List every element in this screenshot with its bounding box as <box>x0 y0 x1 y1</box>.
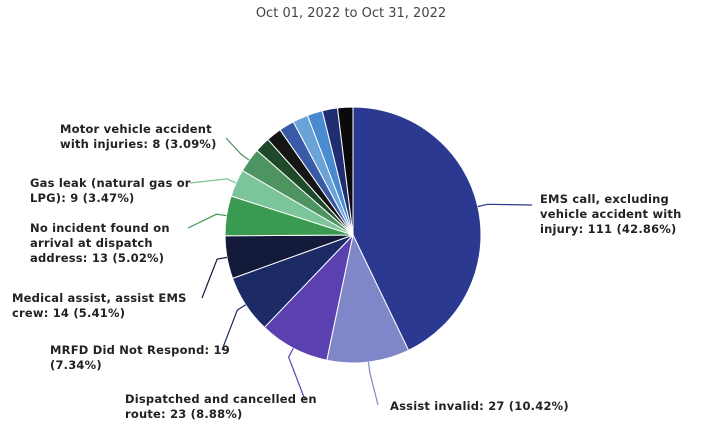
slice-label: Medical assist, assist EMS crew: 14 (5.4… <box>12 291 197 321</box>
slice-label: MRFD Did Not Respond: 19 (7.34%) <box>50 343 230 373</box>
leader-line <box>367 361 379 406</box>
slice-label: No incident found on arrival at dispatch… <box>30 221 200 266</box>
value-label: 111 (42.86%) <box>587 222 677 236</box>
pie-slice <box>352 106 482 351</box>
leader-line <box>221 304 246 351</box>
category-label: No incident found on arrival at dispatch… <box>30 221 170 265</box>
category-label: Gas leak (natural gas or LPG): <box>30 176 191 205</box>
slice-label: Assist invalid: 27 (10.42%) <box>390 399 610 414</box>
chart-title: Oct 01, 2022 to Oct 31, 2022 <box>255 6 447 21</box>
category-label: EMS call, excluding vehicle accident wit… <box>540 192 682 236</box>
value-label: 14 (5.41%) <box>52 306 126 320</box>
leader-line <box>189 178 237 184</box>
leader-line <box>187 213 227 229</box>
category-label: Motor vehicle accident with injuries: <box>60 122 212 151</box>
slice-label: Gas leak (natural gas or LPG): 9 (3.47%) <box>30 176 200 206</box>
category-label: Assist invalid: <box>390 399 484 413</box>
slice-label: Motor vehicle accident with injuries: 8 … <box>60 122 235 152</box>
value-label: 23 (8.88%) <box>170 407 243 421</box>
value-label: 19 (7.34%) <box>50 343 230 372</box>
slice-label: EMS call, excluding vehicle accident wit… <box>540 192 702 237</box>
leader-line <box>201 256 228 299</box>
value-label: 9 (3.47%) <box>70 191 135 205</box>
slice-label: Dispatched and cancelled en route: 23 (8… <box>125 392 325 422</box>
pie-slice <box>326 233 410 364</box>
category-label: Dispatched and cancelled en route: <box>125 392 317 421</box>
leader-line <box>287 347 306 401</box>
category-label: MRFD Did Not Respond: <box>50 343 210 357</box>
category-label: Medical assist, assist EMS crew: <box>12 291 187 320</box>
leader-line <box>225 137 250 161</box>
value-label: 8 (3.09%) <box>152 137 217 151</box>
pie-slice <box>336 106 354 236</box>
value-label: 27 (10.42%) <box>488 399 569 413</box>
value-label: 13 (5.02%) <box>91 251 165 265</box>
leader-line <box>477 203 533 208</box>
